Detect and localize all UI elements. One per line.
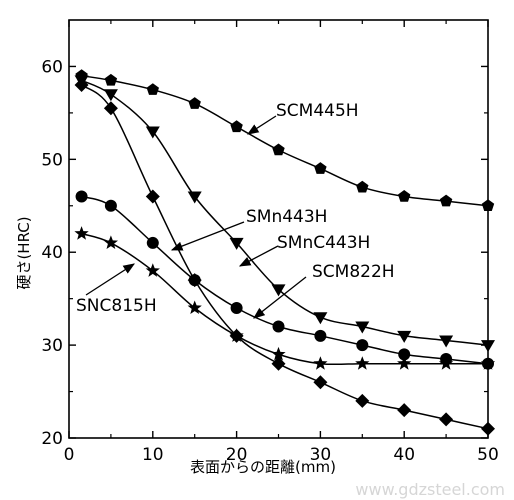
series-line-scm445h	[81, 74, 489, 207]
plot-frame	[68, 19, 489, 439]
data-point-scm822h	[230, 301, 243, 314]
data-point-scm445h	[104, 73, 118, 86]
data-point-smn443h	[74, 78, 89, 93]
data-point-snc815h	[187, 300, 202, 314]
data-point-scm822h	[398, 348, 411, 361]
series-label-snc815h: SNC815H	[76, 296, 157, 316]
data-point-scm445h	[146, 83, 159, 95]
leader-arrow-smn443h	[170, 221, 245, 251]
x-tick-label: 40	[393, 445, 415, 465]
y-tick-label: 50	[41, 150, 63, 170]
data-point-snc815h	[103, 235, 118, 249]
data-point-scm445h	[398, 190, 411, 202]
data-point-smn443h	[271, 356, 286, 371]
y-tick-label: 20	[41, 429, 63, 449]
data-point-snc815h	[229, 328, 244, 342]
data-point-smnc443h	[355, 321, 370, 334]
x-tick-label: 50	[477, 445, 499, 465]
data-point-smn443h	[355, 393, 370, 408]
data-point-scm445h	[439, 194, 453, 207]
x-tick-label: 20	[226, 445, 248, 465]
data-point-smn443h	[103, 101, 118, 116]
data-point-smnc443h	[103, 89, 118, 102]
data-point-smnc443h	[481, 340, 495, 353]
data-point-scm822h	[146, 236, 159, 249]
data-point-scm445h	[356, 180, 369, 193]
data-point-snc815h	[439, 356, 454, 370]
data-point-snc815h	[397, 356, 412, 370]
data-point-smnc443h	[187, 191, 202, 204]
data-point-smnc443h	[439, 335, 454, 348]
leader-arrow-snc815h	[85, 263, 135, 296]
data-point-snc815h	[145, 263, 160, 277]
data-point-smnc443h	[313, 312, 328, 325]
markers-group	[74, 69, 496, 436]
series-label-scm445h: SCM445H	[276, 101, 359, 121]
data-point-scm822h	[356, 339, 369, 352]
data-point-smnc443h	[145, 126, 160, 139]
data-point-snc815h	[480, 356, 496, 370]
data-point-smnc443h	[229, 237, 244, 250]
x-tick-label: 10	[142, 445, 164, 465]
x-tick-label: 0	[64, 445, 75, 465]
series-label-scm822h: SCM822H	[312, 262, 395, 282]
data-point-scm445h	[481, 199, 495, 211]
data-point-snc815h	[355, 356, 370, 370]
series-label-smnc443h: SMnC443H	[277, 233, 370, 253]
data-point-smnc443h	[397, 330, 412, 343]
data-point-scm822h	[272, 320, 285, 333]
data-point-scm822h	[314, 329, 327, 342]
data-point-smn443h	[481, 421, 495, 436]
annotations-group: SCM445H SMnC443H SMn443H SCM822H SNC815H	[76, 101, 395, 319]
y-tick-label: 60	[41, 57, 63, 77]
data-point-snc815h	[74, 226, 89, 240]
data-point-smn443h	[397, 403, 412, 418]
y-tick-label: 30	[41, 336, 63, 356]
leader-arrow-smnc443h	[238, 245, 279, 267]
leader-arrow-scm822h	[253, 276, 307, 319]
data-point-scm445h	[272, 143, 285, 156]
data-point-snc815h	[271, 346, 286, 361]
x-axis-title: 表面からの距離(mm)	[190, 458, 336, 476]
y-tick-label: 40	[41, 243, 63, 263]
data-point-scm822h	[188, 274, 201, 287]
axes-group: 0 10 20 30 40 50 20 30 40 50 60	[41, 19, 499, 465]
series-label-smn443h: SMn443H	[246, 207, 327, 227]
data-point-smn443h	[313, 375, 328, 390]
data-point-scm445h	[188, 97, 201, 109]
leader-arrow-scm445h	[247, 115, 277, 135]
watermark-text: www.gdzsteel.com	[355, 480, 505, 499]
data-point-smn443h	[145, 189, 160, 204]
data-point-scm445h	[230, 120, 243, 133]
y-axis-title: 硬さ(HRC)	[15, 216, 33, 289]
data-point-smnc443h	[271, 284, 286, 297]
series-line-smn443h	[81, 84, 489, 430]
x-tick-label: 30	[310, 445, 332, 465]
data-point-smn443h	[439, 412, 454, 427]
data-point-snc815h	[313, 356, 328, 370]
data-point-scm822h	[104, 199, 117, 212]
data-point-scm822h	[75, 190, 88, 203]
data-point-scm445h	[314, 162, 327, 174]
